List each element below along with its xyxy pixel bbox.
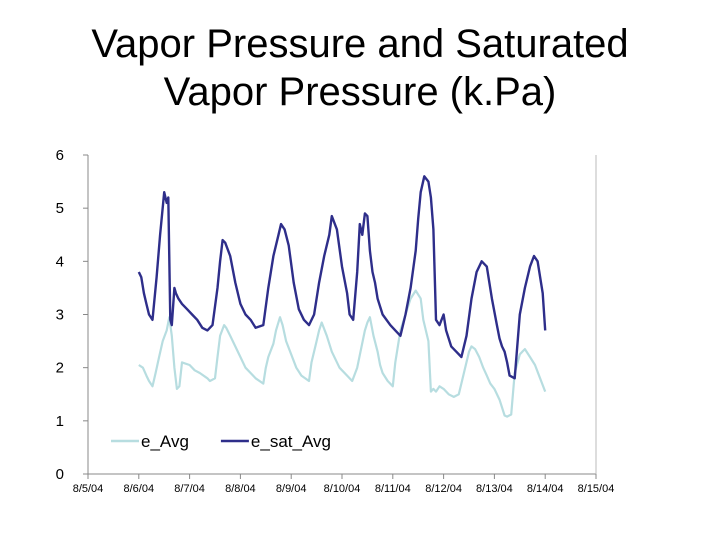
chart-series-layer xyxy=(137,175,547,418)
chart-axes: 0 1 2 3 4 5 6 8/5/04 8/6/04 8/7/04 8/8/04 8/9/04 8/1… xyxy=(56,147,615,495)
x-tick-label: 8/7/04 xyxy=(174,483,205,495)
legend-label-e-sat-avg: e_sat_Avg xyxy=(251,432,331,451)
y-tick-label: 4 xyxy=(56,253,64,270)
x-tick-label: 8/13/04 xyxy=(476,483,513,495)
chart-title: Vapor Pressure and Saturated Vapor Press… xyxy=(0,20,720,116)
x-tick-label: 8/12/04 xyxy=(425,483,462,495)
x-tick-label: 8/11/04 xyxy=(375,483,411,495)
series-line-e-sat-avg xyxy=(137,175,547,380)
legend-label-e-avg: e_Avg xyxy=(141,432,189,451)
x-tick-label: 8/10/04 xyxy=(324,483,361,495)
x-tick-label: 8/6/04 xyxy=(124,483,155,495)
y-tick-label: 2 xyxy=(56,360,64,377)
x-tick-label: 8/14/04 xyxy=(527,483,564,495)
series-line-e-avg xyxy=(138,289,547,418)
y-tick-label: 5 xyxy=(56,200,64,217)
chart-title-line-2: Vapor Pressure (k.Pa) xyxy=(163,70,557,114)
x-tick-label: 8/9/04 xyxy=(276,483,307,495)
y-tick-label: 1 xyxy=(56,413,64,430)
x-tick-label: 8/5/04 xyxy=(73,483,104,495)
chart-title-line-1: Vapor Pressure and Saturated xyxy=(91,22,629,66)
y-tick-label: 3 xyxy=(56,307,64,324)
y-tick-label: 0 xyxy=(56,466,64,483)
x-tick-label: 8/15/04 xyxy=(578,483,615,495)
chart-legend: e_Avg e_sat_Avg xyxy=(111,432,331,451)
x-tick-label: 8/8/04 xyxy=(225,483,256,495)
y-tick-label: 6 xyxy=(56,147,64,164)
